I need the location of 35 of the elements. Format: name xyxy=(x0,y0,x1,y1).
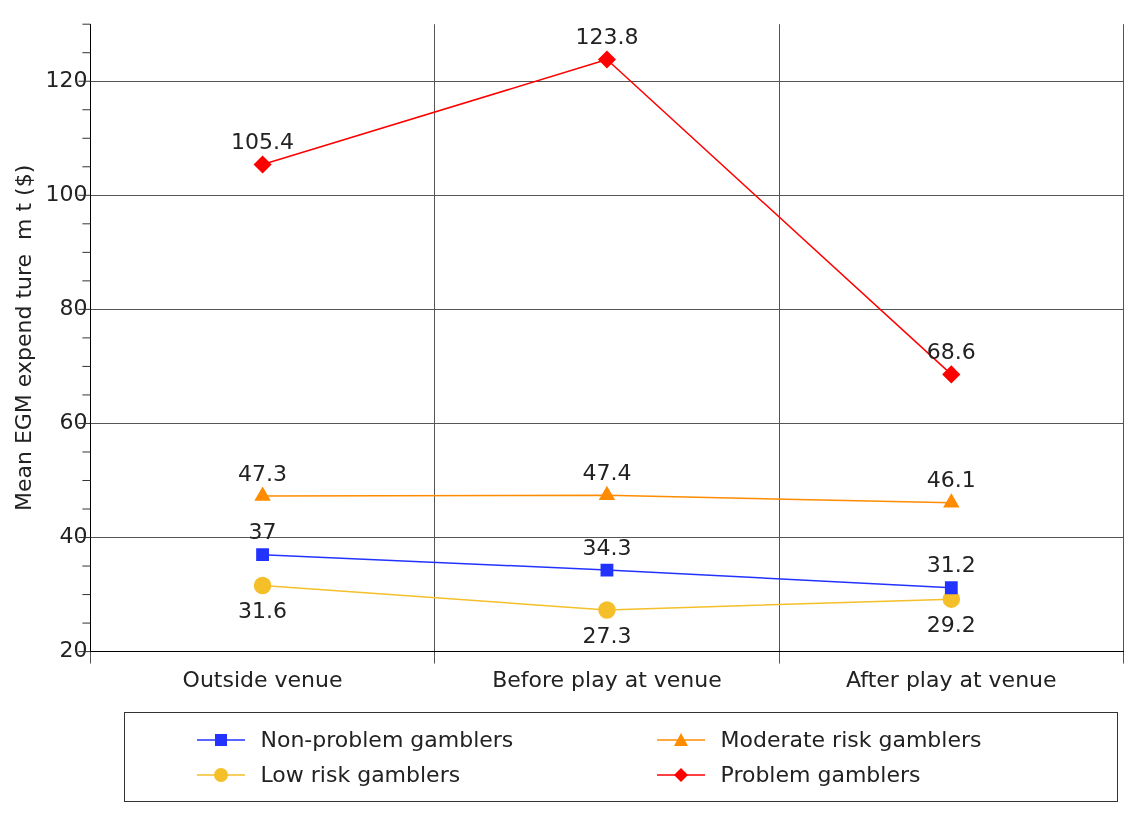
data-label: 27.3 xyxy=(582,622,632,648)
legend-label: Moderate risk gamblers xyxy=(720,727,982,752)
data-label: 68.6 xyxy=(926,339,976,365)
data-label: 31.2 xyxy=(926,552,976,578)
y-axis-title: Mean EGM expend ture m t ($) xyxy=(10,164,36,512)
point xyxy=(253,576,272,595)
point xyxy=(256,548,269,562)
data-label: 47.4 xyxy=(582,460,632,486)
x-tick-label: After play at venue xyxy=(846,666,1057,692)
point xyxy=(944,581,958,595)
data-label: 47.3 xyxy=(238,460,288,486)
legend-label: Low risk gamblers xyxy=(260,762,461,787)
point xyxy=(598,601,616,619)
y-tick-label: 60 xyxy=(59,409,88,435)
data-label: 123.8 xyxy=(575,24,639,50)
legend-label: Non-problem gamblers xyxy=(260,727,514,752)
legend-label: Problem gamblers xyxy=(720,762,921,787)
point xyxy=(599,486,615,501)
y-tick-label: 100 xyxy=(45,181,88,207)
y-tick-label: 120 xyxy=(45,66,88,92)
data-label: 31.6 xyxy=(238,598,288,624)
point xyxy=(254,487,271,501)
point xyxy=(253,155,272,174)
x-tick-label: Before play at venue xyxy=(492,666,722,692)
data-label: 29.2 xyxy=(926,611,976,637)
data-label: 46.1 xyxy=(926,467,976,493)
data-label: 34.3 xyxy=(582,534,632,560)
y-tick-label: 80 xyxy=(59,295,88,321)
data-label: 105.4 xyxy=(231,129,295,155)
x-tick-label: Outside venue xyxy=(182,666,343,692)
y-tick-label: 40 xyxy=(59,523,88,549)
point xyxy=(598,50,616,69)
y-tick-label: 20 xyxy=(59,637,88,663)
point xyxy=(942,365,961,384)
point xyxy=(943,493,959,508)
